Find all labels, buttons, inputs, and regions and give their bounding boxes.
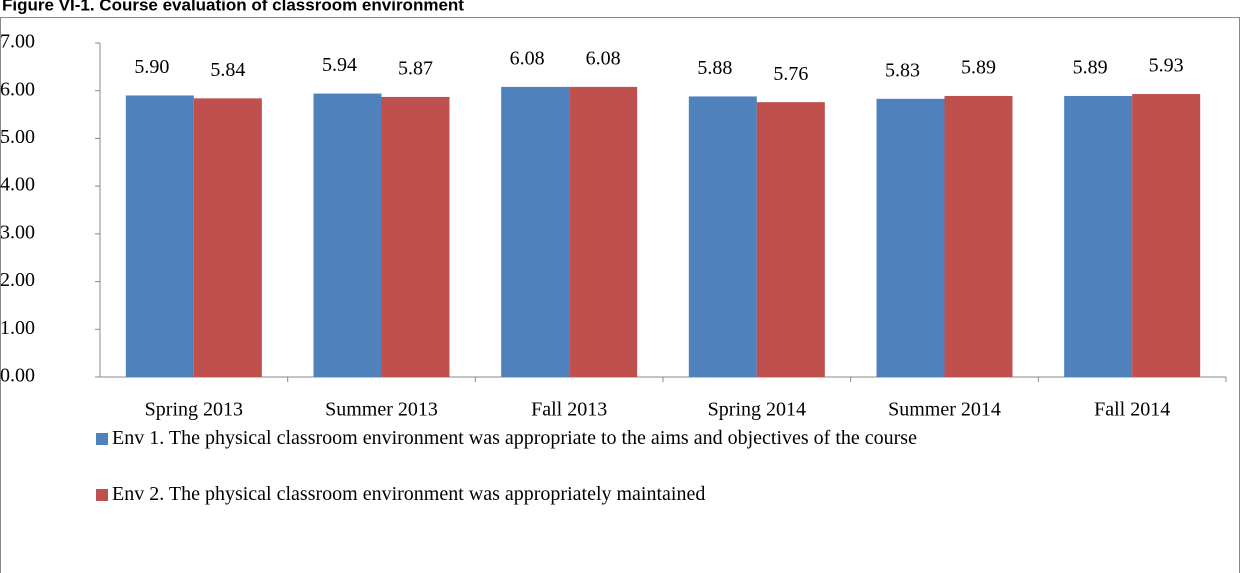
data-label: 5.94 xyxy=(322,54,357,76)
bar xyxy=(381,96,450,377)
chart-frame xyxy=(0,17,1240,573)
y-tick-label: 4.00 xyxy=(0,174,35,196)
legend-swatch xyxy=(96,433,108,445)
y-tick-label: 1.00 xyxy=(0,317,35,339)
legend-swatch xyxy=(96,489,108,501)
data-label: 5.87 xyxy=(398,58,433,80)
bar xyxy=(756,102,825,377)
x-tick-label: Spring 2013 xyxy=(145,399,243,421)
x-tick-label: Fall 2013 xyxy=(531,399,607,421)
bar xyxy=(313,93,382,377)
legend-item: Env 2. The physical classroom environmen… xyxy=(96,480,1156,508)
bar xyxy=(501,86,570,377)
y-tick-label: 5.00 xyxy=(0,126,35,148)
bar xyxy=(193,98,262,377)
data-label: 5.83 xyxy=(885,59,920,81)
data-label: 5.84 xyxy=(210,59,245,81)
x-tick-label: Fall 2014 xyxy=(1094,399,1170,421)
bar xyxy=(688,96,757,377)
legend-label: Env 2. The physical classroom environmen… xyxy=(112,483,706,505)
data-label: 5.76 xyxy=(773,63,808,85)
y-tick-label: 0.00 xyxy=(0,365,35,387)
x-tick-label: Spring 2014 xyxy=(708,399,806,421)
legend: Env 1. The physical classroom environmen… xyxy=(96,424,1156,536)
y-tick-label: 3.00 xyxy=(0,221,35,243)
bar xyxy=(569,86,638,377)
y-tick-label: 6.00 xyxy=(0,78,35,100)
data-label: 5.89 xyxy=(1073,57,1108,79)
legend-label: Env 1. The physical classroom environmen… xyxy=(112,427,917,449)
bar xyxy=(876,98,945,377)
bar xyxy=(125,95,194,377)
data-label: 5.88 xyxy=(697,57,732,79)
bar xyxy=(944,95,1013,377)
data-label: 5.89 xyxy=(961,57,996,79)
x-tick-label: Summer 2014 xyxy=(888,399,1001,421)
y-tick-label: 2.00 xyxy=(0,269,35,291)
data-label: 6.08 xyxy=(510,47,545,69)
y-tick-label: 7.00 xyxy=(0,31,35,53)
data-label: 6.08 xyxy=(586,47,621,69)
chart-title: Figure VI-1. Course evaluation of classr… xyxy=(2,0,464,14)
data-label: 5.93 xyxy=(1149,55,1184,77)
legend-item: Env 1. The physical classroom environmen… xyxy=(96,424,1156,452)
x-tick-label: Summer 2013 xyxy=(325,399,438,421)
bar xyxy=(1064,95,1133,377)
data-label: 5.90 xyxy=(134,56,169,78)
bar xyxy=(1132,94,1201,377)
